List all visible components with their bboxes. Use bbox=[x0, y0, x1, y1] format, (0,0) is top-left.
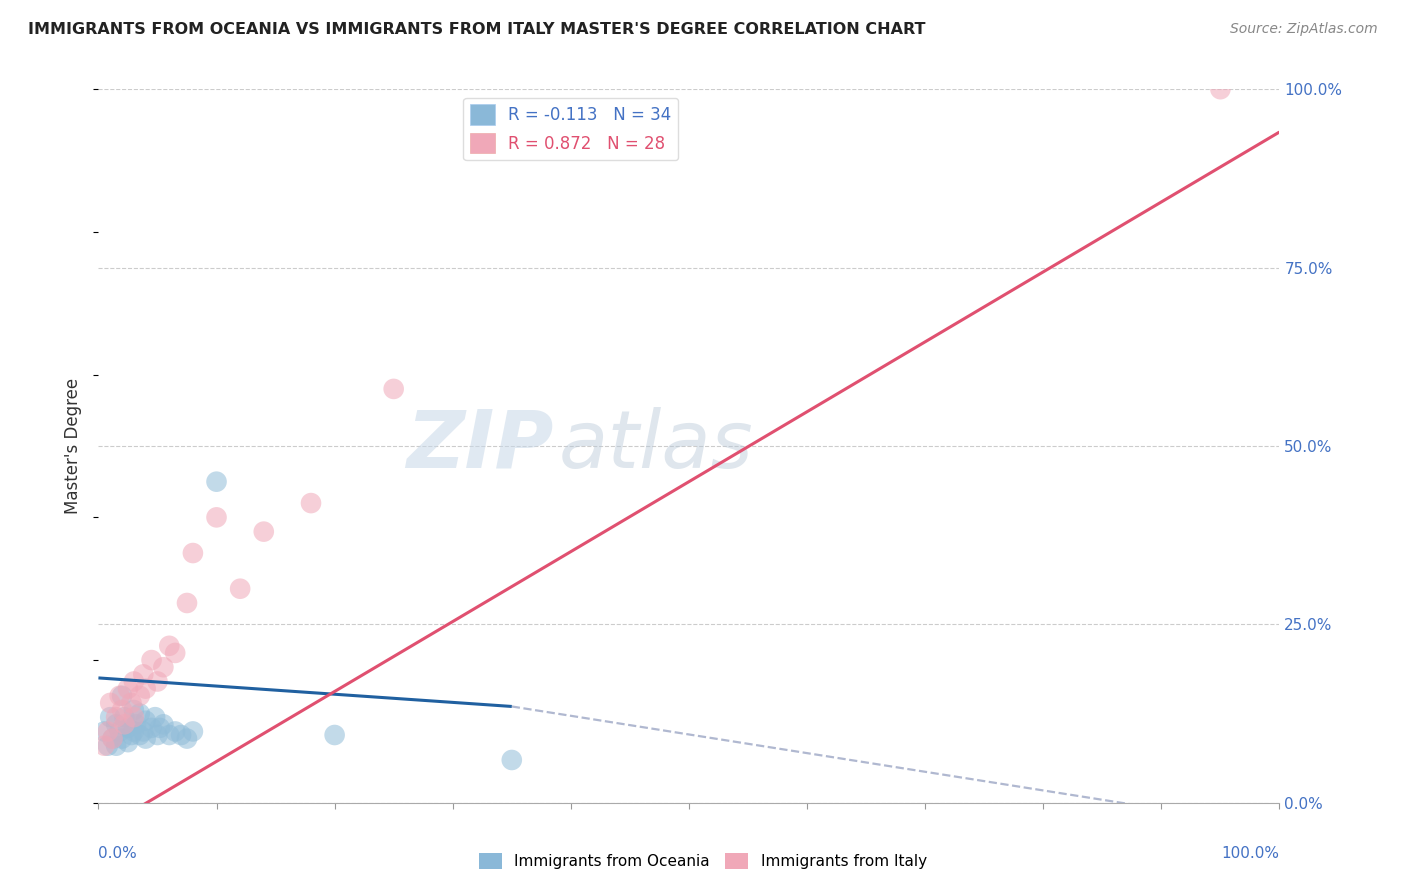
Point bbox=[143, 710, 166, 724]
Point bbox=[128, 728, 150, 742]
Point bbox=[165, 724, 187, 739]
Point bbox=[93, 739, 115, 753]
Text: atlas: atlas bbox=[560, 407, 754, 485]
Text: IMMIGRANTS FROM OCEANIA VS IMMIGRANTS FROM ITALY MASTER'S DEGREE CORRELATION CHA: IMMIGRANTS FROM OCEANIA VS IMMIGRANTS FR… bbox=[28, 22, 925, 37]
Point bbox=[111, 703, 134, 717]
Point bbox=[108, 689, 131, 703]
Point bbox=[111, 731, 134, 746]
Point bbox=[121, 728, 143, 742]
Point bbox=[122, 703, 145, 717]
Point bbox=[117, 681, 139, 696]
Point bbox=[181, 546, 204, 560]
Point bbox=[132, 667, 155, 681]
Point bbox=[135, 681, 157, 696]
Point bbox=[165, 646, 187, 660]
Point bbox=[382, 382, 405, 396]
Point bbox=[117, 721, 139, 735]
Point bbox=[135, 731, 157, 746]
Point bbox=[157, 728, 180, 742]
Point bbox=[121, 696, 143, 710]
Point bbox=[141, 653, 163, 667]
Point bbox=[112, 710, 135, 724]
Point bbox=[122, 724, 145, 739]
Point bbox=[149, 721, 172, 735]
Text: 100.0%: 100.0% bbox=[1222, 846, 1279, 861]
Point bbox=[108, 724, 131, 739]
Point bbox=[105, 739, 128, 753]
Point bbox=[299, 496, 322, 510]
Point bbox=[253, 524, 276, 539]
Point bbox=[176, 731, 198, 746]
Point bbox=[112, 717, 135, 731]
Point bbox=[152, 660, 174, 674]
Point bbox=[122, 710, 145, 724]
Point bbox=[105, 717, 128, 731]
Text: Source: ZipAtlas.com: Source: ZipAtlas.com bbox=[1230, 22, 1378, 37]
Point bbox=[98, 696, 121, 710]
Point bbox=[501, 753, 523, 767]
Legend: R = -0.113   N = 34, R = 0.872   N = 28: R = -0.113 N = 34, R = 0.872 N = 28 bbox=[464, 97, 678, 160]
Point bbox=[229, 582, 252, 596]
Point bbox=[152, 717, 174, 731]
Point bbox=[93, 724, 115, 739]
Point bbox=[111, 689, 134, 703]
Point bbox=[146, 674, 169, 689]
Point bbox=[132, 724, 155, 739]
Text: 0.0%: 0.0% bbox=[98, 846, 138, 861]
Point bbox=[125, 717, 148, 731]
Point bbox=[205, 510, 228, 524]
Point bbox=[101, 731, 124, 746]
Point bbox=[122, 674, 145, 689]
Legend: Immigrants from Oceania, Immigrants from Italy: Immigrants from Oceania, Immigrants from… bbox=[474, 847, 932, 875]
Point bbox=[170, 728, 193, 742]
Point bbox=[135, 714, 157, 728]
Point bbox=[128, 706, 150, 721]
Point bbox=[323, 728, 346, 742]
Point bbox=[157, 639, 180, 653]
Text: ZIP: ZIP bbox=[406, 407, 553, 485]
Point bbox=[146, 728, 169, 742]
Point bbox=[141, 721, 163, 735]
Point bbox=[128, 689, 150, 703]
Point bbox=[181, 724, 204, 739]
Point bbox=[97, 739, 120, 753]
Point bbox=[117, 735, 139, 749]
Point bbox=[98, 710, 121, 724]
Point bbox=[101, 731, 124, 746]
Y-axis label: Master's Degree: Master's Degree bbox=[65, 378, 83, 514]
Point bbox=[1209, 82, 1232, 96]
Point bbox=[105, 710, 128, 724]
Point bbox=[176, 596, 198, 610]
Point bbox=[97, 724, 120, 739]
Point bbox=[205, 475, 228, 489]
